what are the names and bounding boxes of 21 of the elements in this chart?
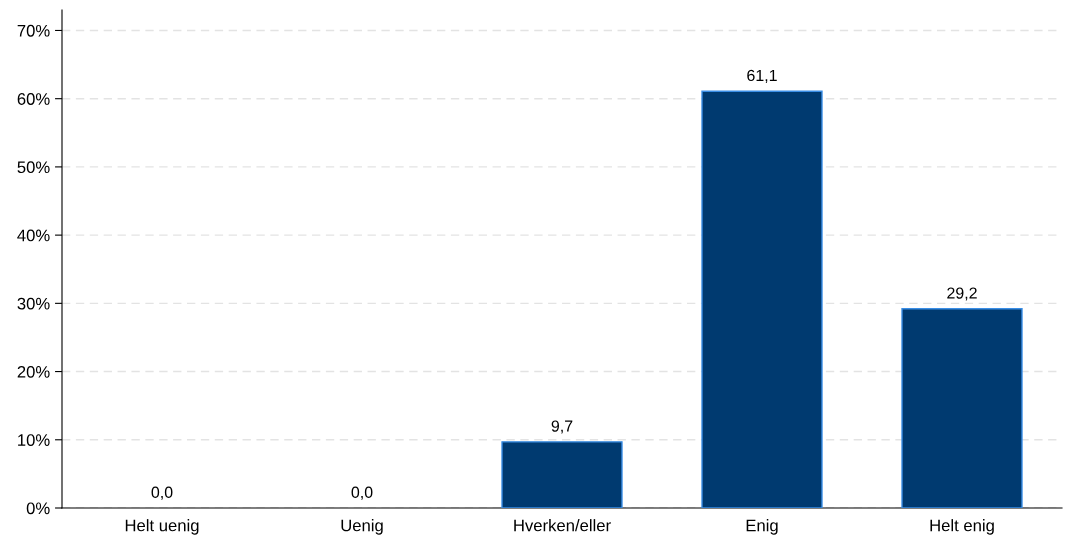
data-label: 9,7 (551, 420, 573, 434)
bar (901, 308, 1023, 508)
data-label: 61,1 (747, 69, 777, 83)
bar (701, 90, 823, 508)
y-tick-label: 10% (18, 434, 50, 446)
x-tick-label: Helt enig (930, 519, 994, 535)
y-tick-label: 50% (17, 161, 50, 174)
x-tick-label: Uenig (341, 519, 383, 535)
data-label: 0,0 (351, 486, 373, 500)
y-tick-label: 0% (26, 502, 50, 515)
data-label: 29,2 (947, 287, 977, 301)
y-tick-label: 70% (17, 24, 50, 37)
x-tick-label: Helt uenig (125, 519, 199, 535)
y-tick-label: 60% (17, 93, 50, 105)
y-tick-label: 20% (17, 365, 50, 378)
y-tick-label: 40% (17, 229, 50, 242)
bar (501, 441, 623, 508)
x-tick-label: Hverken/eller (514, 519, 611, 532)
data-label: 0,0 (151, 486, 173, 500)
x-tick-label: Enig (746, 519, 778, 535)
y-tick-label: 30% (17, 297, 50, 310)
